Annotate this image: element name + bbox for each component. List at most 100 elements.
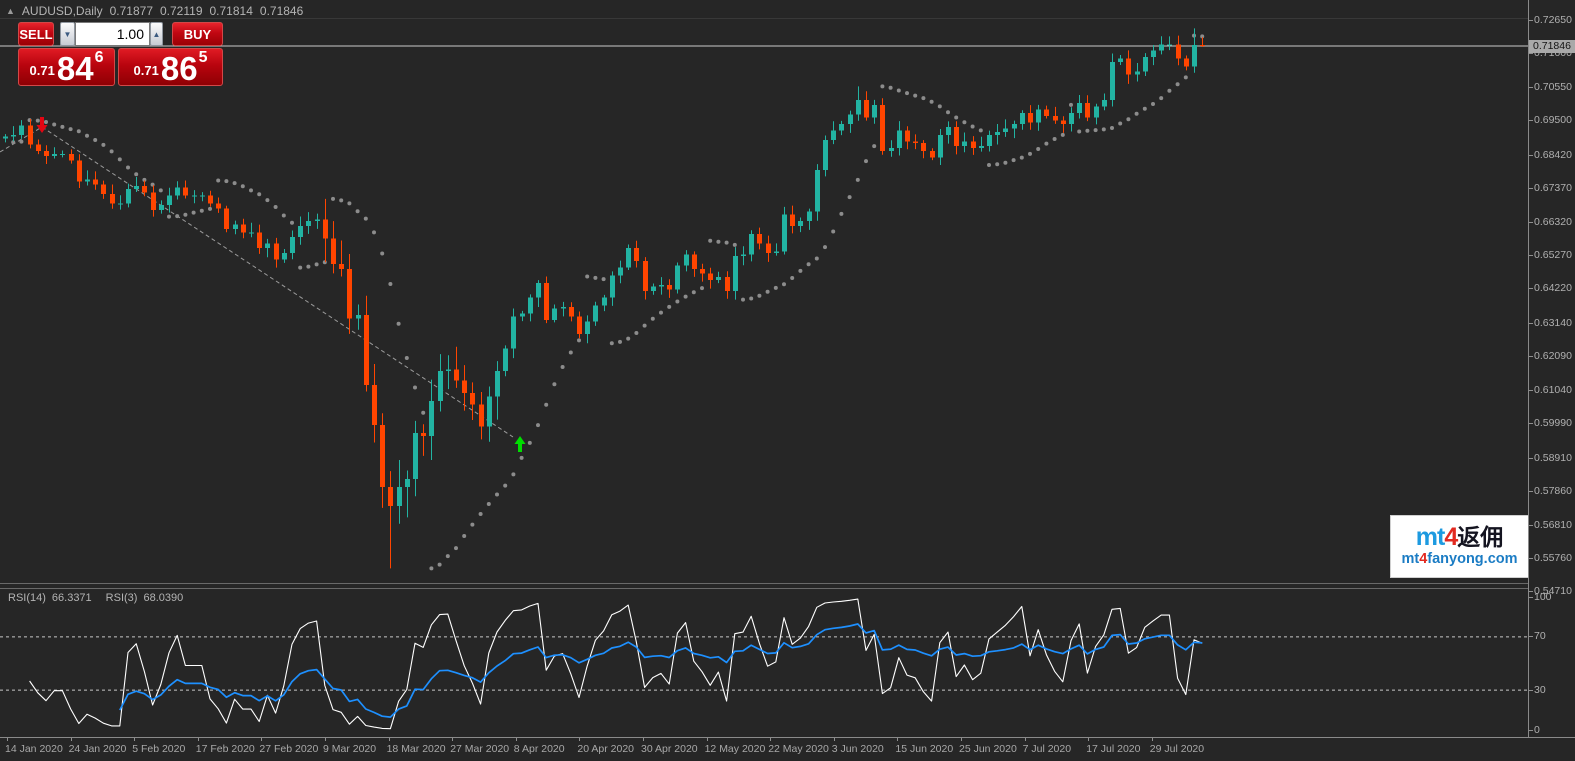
candle-body	[142, 186, 147, 193]
time-tick	[770, 738, 772, 741]
candle-body	[733, 256, 738, 292]
psar-dot	[823, 245, 827, 250]
psar-dot	[905, 91, 909, 96]
time-tick	[197, 738, 199, 741]
psar-dot	[1110, 125, 1114, 130]
buy-price-prefix: 0.71	[133, 63, 159, 78]
candle-body	[118, 203, 123, 205]
psar-dot	[757, 293, 762, 298]
sell-button[interactable]: SELL	[18, 22, 54, 46]
psar-dot	[175, 214, 180, 219]
candle-body	[634, 248, 639, 261]
time-tick-label: 25 Jun 2020	[959, 743, 1017, 755]
volume-decrease-button[interactable]: ▼	[60, 22, 75, 46]
candle-body	[643, 260, 648, 292]
volume-increase-button[interactable]: ▲	[150, 22, 163, 46]
psar-dot	[199, 208, 204, 213]
psar-dot	[536, 423, 540, 428]
candle-body	[364, 315, 369, 386]
psar-dot	[1077, 129, 1082, 134]
psar-dot	[839, 211, 844, 216]
price-axis[interactable]: 0.72650 0.71600 0.70550 0.69500 0.68420 0.673…	[1528, 0, 1575, 737]
candle-body	[872, 104, 877, 118]
candle-body	[52, 154, 57, 156]
candle-body	[962, 141, 967, 147]
candle-body	[610, 275, 615, 298]
candle-body	[487, 396, 492, 427]
candle-body	[1118, 58, 1123, 62]
candle-body	[807, 211, 812, 222]
candle-body	[511, 316, 516, 349]
candle-body	[1167, 44, 1172, 46]
candle-body	[938, 135, 943, 158]
candle-body	[577, 316, 582, 335]
psar-dot	[134, 172, 139, 177]
psar-dot	[732, 242, 737, 247]
psar-dot	[987, 162, 991, 167]
buy-price-display[interactable]: 0.71 86 5	[118, 48, 223, 86]
candle-body	[306, 221, 311, 226]
candle-body	[971, 141, 976, 148]
psar-dot	[741, 297, 745, 302]
price-tick-label: 0.64220	[1529, 282, 1572, 295]
chart-collapse-icon[interactable]: ▲	[6, 6, 15, 16]
psar-dot	[978, 128, 983, 133]
psar-dot	[142, 177, 147, 182]
candle-body	[1200, 45, 1205, 47]
price-tick-label: 0.58910	[1529, 451, 1572, 464]
candle-body	[1085, 103, 1090, 118]
psar-dot	[831, 229, 836, 234]
psar-dot	[659, 310, 663, 315]
time-axis[interactable]: 14 Jan 2020 24 Jan 2020 5 Feb 2020 17 Feb 2…	[0, 737, 1575, 761]
psar-dot	[298, 265, 303, 270]
time-tick-label: 17 Feb 2020	[195, 743, 255, 755]
candle-body	[1192, 45, 1197, 67]
sell-price-prefix: 0.71	[29, 63, 55, 78]
price-tick-label: 0.66320	[1529, 215, 1572, 228]
sell-price-pip: 6	[94, 49, 104, 66]
psar-dot	[60, 124, 65, 129]
candle-body	[839, 123, 844, 131]
candle-body	[1176, 44, 1181, 59]
volume-input[interactable]	[75, 22, 150, 46]
psar-dot	[503, 483, 508, 488]
price-tick-label: 0.65270	[1529, 249, 1572, 261]
rsi-indicator-canvas[interactable]	[0, 585, 1528, 737]
buy-button[interactable]: BUY	[172, 22, 223, 46]
psar-dot	[609, 341, 614, 346]
candle-body	[987, 135, 992, 147]
candle-body	[11, 135, 16, 137]
psar-dot	[306, 264, 311, 269]
time-tick	[961, 738, 962, 741]
psar-dot	[618, 339, 622, 344]
psar-dot	[962, 120, 967, 125]
sell-price-display[interactable]: 0.71 84 6	[18, 48, 115, 86]
psar-dot	[1011, 158, 1016, 163]
time-tick	[515, 738, 517, 741]
psar-dot	[716, 239, 721, 244]
candle-body	[265, 243, 270, 249]
psar-dot	[855, 177, 860, 182]
rsi-tick-label: 70	[1529, 630, 1546, 643]
time-tick	[388, 738, 390, 741]
time-tick	[452, 738, 454, 741]
candle-body	[1102, 100, 1107, 107]
candle-body	[700, 268, 705, 274]
candle-body	[77, 160, 82, 182]
psar-dot	[642, 323, 647, 328]
candle-body	[347, 268, 352, 319]
candle-body	[536, 283, 541, 298]
candle-body	[339, 264, 344, 269]
candle-body	[1053, 115, 1058, 121]
time-tick-label: 14 Jan 2020	[5, 743, 63, 755]
price-chart-canvas[interactable]	[0, 0, 1528, 585]
candle-body	[290, 237, 295, 253]
time-tick-label: 15 Jun 2020	[895, 743, 954, 755]
candle-body	[1184, 58, 1189, 67]
candle-body	[36, 144, 41, 152]
psar-dot	[240, 184, 245, 189]
psar-dot	[355, 209, 360, 214]
psar-dot	[782, 282, 786, 287]
candle-body	[249, 232, 254, 234]
psar-dot	[864, 159, 868, 164]
